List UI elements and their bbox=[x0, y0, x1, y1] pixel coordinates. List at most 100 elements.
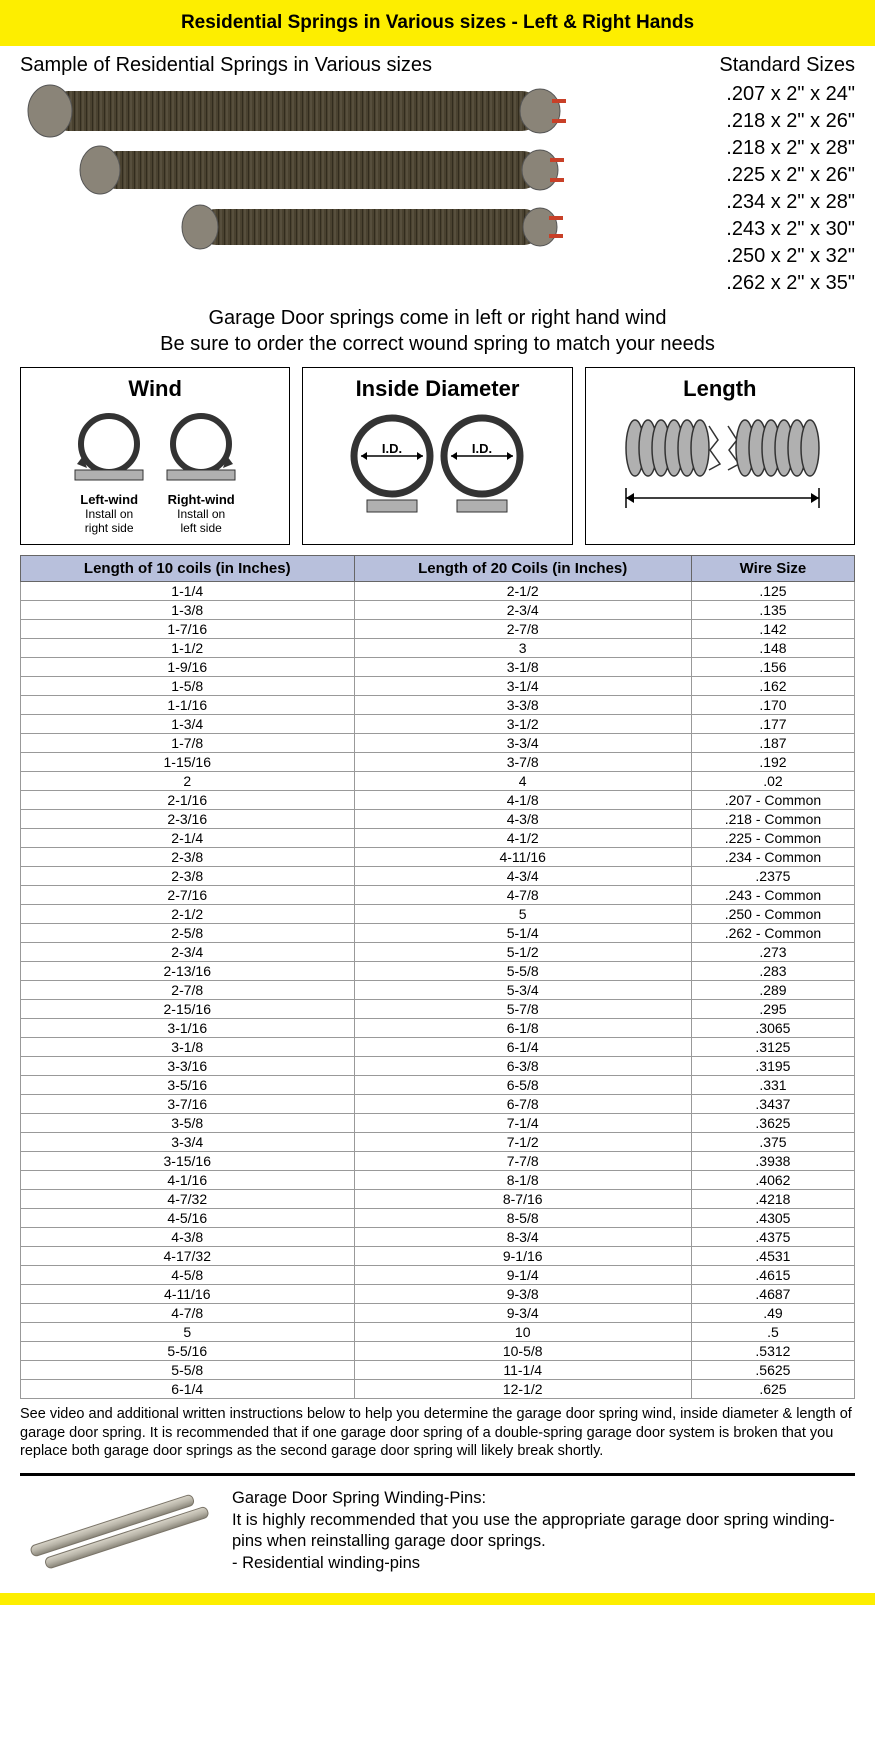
table-cell: 11-1/4 bbox=[354, 1360, 691, 1379]
table-cell: 2-15/16 bbox=[21, 999, 355, 1018]
table-row: 5-5/1610-5/8.5312 bbox=[21, 1341, 855, 1360]
table-cell: 7-1/4 bbox=[354, 1113, 691, 1132]
section-divider bbox=[20, 1473, 855, 1476]
table-cell: 9-1/4 bbox=[354, 1265, 691, 1284]
table-cell: .283 bbox=[691, 961, 854, 980]
table-cell: .250 - Common bbox=[691, 904, 854, 923]
wind-title: Wind bbox=[29, 376, 281, 402]
table-cell: .3065 bbox=[691, 1018, 854, 1037]
table-row: 2-3/45-1/2.273 bbox=[21, 942, 855, 961]
table-cell: 1-7/16 bbox=[21, 619, 355, 638]
table-cell: 8-5/8 bbox=[354, 1208, 691, 1227]
table-cell: 6-3/8 bbox=[354, 1056, 691, 1075]
footer-bar bbox=[0, 1593, 875, 1605]
table-cell: 7-7/8 bbox=[354, 1151, 691, 1170]
svg-text:I.D.: I.D. bbox=[472, 441, 492, 456]
table-cell: 2-5/8 bbox=[21, 923, 355, 942]
wind-diagram-box: Wind Left-wind Install on right side Rig bbox=[20, 367, 290, 545]
table-row: 1-1/42-1/2.125 bbox=[21, 581, 855, 600]
table-cell: 2-1/4 bbox=[21, 828, 355, 847]
table-cell: 7-1/2 bbox=[354, 1132, 691, 1151]
table-cell: 2-3/4 bbox=[21, 942, 355, 961]
table-cell: 12-1/2 bbox=[354, 1379, 691, 1398]
table-row: 3-1/166-1/8.3065 bbox=[21, 1018, 855, 1037]
table-cell: .156 bbox=[691, 657, 854, 676]
table-cell: 2-7/8 bbox=[354, 619, 691, 638]
springs-svg bbox=[20, 81, 570, 281]
table-cell: .331 bbox=[691, 1075, 854, 1094]
table-cell: 3-1/8 bbox=[354, 657, 691, 676]
table-header: Wire Size bbox=[691, 555, 854, 581]
table-row: 1-5/83-1/4.162 bbox=[21, 676, 855, 695]
coil-size-table: Length of 10 coils (in Inches)Length of … bbox=[20, 555, 855, 1399]
table-row: 4-7/89-3/4.49 bbox=[21, 1303, 855, 1322]
table-cell: 4-1/16 bbox=[21, 1170, 355, 1189]
table-cell: .5625 bbox=[691, 1360, 854, 1379]
svg-text:I.D.: I.D. bbox=[382, 441, 402, 456]
table-row: 2-15/165-7/8.295 bbox=[21, 999, 855, 1018]
table-cell: 1-1/4 bbox=[21, 581, 355, 600]
table-cell: 3-7/16 bbox=[21, 1094, 355, 1113]
instructions-note: See video and additional written instruc… bbox=[0, 1399, 875, 1468]
caption-block: Garage Door springs come in left or righ… bbox=[0, 305, 875, 367]
table-cell: .49 bbox=[691, 1303, 854, 1322]
table-cell: 5-5/8 bbox=[21, 1360, 355, 1379]
length-diagram-box: Length bbox=[585, 367, 855, 545]
table-cell: 2-1/2 bbox=[21, 904, 355, 923]
left-wind-icon bbox=[69, 408, 149, 483]
page-title: Residential Springs in Various sizes - L… bbox=[181, 12, 694, 33]
table-cell: 5-5/8 bbox=[354, 961, 691, 980]
table-cell: 4-17/32 bbox=[21, 1246, 355, 1265]
table-cell: .262 - Common bbox=[691, 923, 854, 942]
table-cell: .4615 bbox=[691, 1265, 854, 1284]
table-cell: 2-3/4 bbox=[354, 600, 691, 619]
table-cell: .5 bbox=[691, 1322, 854, 1341]
table-cell: .225 - Common bbox=[691, 828, 854, 847]
table-cell: 10-5/8 bbox=[354, 1341, 691, 1360]
table-cell: 6-1/8 bbox=[354, 1018, 691, 1037]
table-cell: 2-13/16 bbox=[21, 961, 355, 980]
table-header: Length of 20 Coils (in Inches) bbox=[354, 555, 691, 581]
table-cell: .3437 bbox=[691, 1094, 854, 1113]
table-cell: .135 bbox=[691, 600, 854, 619]
table-cell: 1-5/8 bbox=[21, 676, 355, 695]
table-row: 3-5/87-1/4.3625 bbox=[21, 1113, 855, 1132]
table-row: 1-7/83-3/4.187 bbox=[21, 733, 855, 752]
standard-size-item: .262 x 2" x 35" bbox=[726, 270, 855, 297]
winding-pins-image bbox=[20, 1488, 220, 1583]
table-cell: 3-1/4 bbox=[354, 676, 691, 695]
table-row: 6-1/412-1/2.625 bbox=[21, 1379, 855, 1398]
table-row: 2-5/85-1/4.262 - Common bbox=[21, 923, 855, 942]
table-cell: .4218 bbox=[691, 1189, 854, 1208]
standard-size-item: .234 x 2" x 28" bbox=[726, 189, 855, 216]
table-cell: .187 bbox=[691, 733, 854, 752]
table-row: 3-15/167-7/8.3938 bbox=[21, 1151, 855, 1170]
left-wind-label: Left-wind bbox=[69, 492, 149, 507]
standard-size-item: .218 x 2" x 28" bbox=[726, 135, 855, 162]
table-cell: 5 bbox=[354, 904, 691, 923]
table-cell: 1-1/16 bbox=[21, 695, 355, 714]
table-cell: 6-5/8 bbox=[354, 1075, 691, 1094]
right-wind-sub1: Install on bbox=[161, 507, 241, 521]
table-row: 4-11/169-3/8.4687 bbox=[21, 1284, 855, 1303]
length-diagram-icon bbox=[610, 408, 830, 518]
table-cell: 2-3/16 bbox=[21, 809, 355, 828]
standard-size-item: .225 x 2" x 26" bbox=[726, 162, 855, 189]
table-cell: 3 bbox=[354, 638, 691, 657]
table-cell: 2 bbox=[21, 771, 355, 790]
page-title-bar: Residential Springs in Various sizes - L… bbox=[0, 0, 875, 46]
table-cell: 3-1/16 bbox=[21, 1018, 355, 1037]
table-cell: 4-3/8 bbox=[354, 809, 691, 828]
table-cell: .192 bbox=[691, 752, 854, 771]
table-cell: 1-3/8 bbox=[21, 600, 355, 619]
pins-sub: - Residential winding-pins bbox=[232, 1553, 855, 1574]
table-cell: .162 bbox=[691, 676, 854, 695]
winding-pins-text: Garage Door Spring Winding-Pins: It is h… bbox=[232, 1488, 855, 1574]
table-cell: 5-3/4 bbox=[354, 980, 691, 999]
table-cell: 5-1/4 bbox=[354, 923, 691, 942]
caption-line-1: Garage Door springs come in left or righ… bbox=[20, 305, 855, 331]
table-cell: .5312 bbox=[691, 1341, 854, 1360]
table-cell: .295 bbox=[691, 999, 854, 1018]
table-cell: 5-7/8 bbox=[354, 999, 691, 1018]
table-cell: .177 bbox=[691, 714, 854, 733]
